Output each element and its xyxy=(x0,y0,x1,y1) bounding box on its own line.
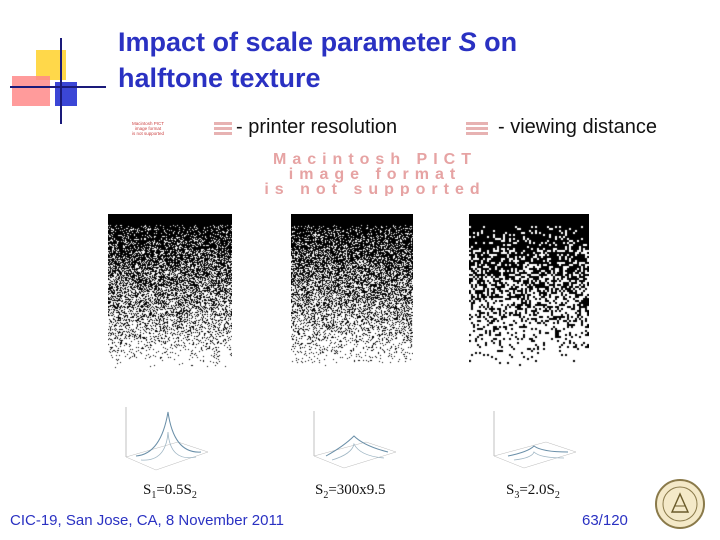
caption-s1: S1=0.5S2 xyxy=(143,482,197,501)
svg-text:Macintosh PICT: Macintosh PICT xyxy=(273,151,477,168)
svg-text:is not supported: is not supported xyxy=(264,181,485,196)
university-seal-logo xyxy=(655,479,705,529)
spectrum-plot-s1 xyxy=(125,407,209,471)
tiny-pict-placeholder-2 xyxy=(214,122,232,135)
halftone-texture-s2 xyxy=(291,214,413,384)
title-line2: halftone texture xyxy=(118,63,321,93)
svg-text:image format: image format xyxy=(289,166,461,183)
logo-horizontal-line xyxy=(10,86,106,88)
title-prefix: Impact of scale parameter xyxy=(118,27,459,57)
spectrum-plot-s2 xyxy=(313,411,397,469)
page-number: 63/120 xyxy=(582,512,628,529)
halftone-texture-s3 xyxy=(469,214,589,384)
slide-title: Impact of scale parameter S on halftone … xyxy=(118,24,678,96)
svg-text:image format: image format xyxy=(135,126,162,131)
caption-s2: S2=300x9.5 xyxy=(315,482,386,501)
svg-text:is not supported: is not supported xyxy=(132,131,165,136)
tiny-pict-placeholder-1: Macintosh PICT image format is not suppo… xyxy=(132,121,165,136)
halftone-texture-s1 xyxy=(108,214,232,384)
label-viewing-distance: - viewing distance xyxy=(498,116,657,138)
title-suffix: on xyxy=(476,27,518,57)
footer-conference: CIC-19, San Jose, CA, 8 November 2011 xyxy=(10,512,285,529)
pict-not-supported-image: Macintosh PICT image format is not suppo… xyxy=(264,151,485,196)
svg-text:Macintosh PICT: Macintosh PICT xyxy=(132,121,164,126)
spectrum-plot-s3 xyxy=(493,411,577,469)
logo-vertical-line xyxy=(60,38,62,124)
label-printer-resolution: - printer resolution xyxy=(236,116,398,138)
title-variable: S xyxy=(458,27,477,57)
logo-square-red xyxy=(12,76,50,106)
tiny-pict-placeholder-3 xyxy=(466,122,488,135)
caption-s3: S3=2.0S2 xyxy=(506,482,560,501)
